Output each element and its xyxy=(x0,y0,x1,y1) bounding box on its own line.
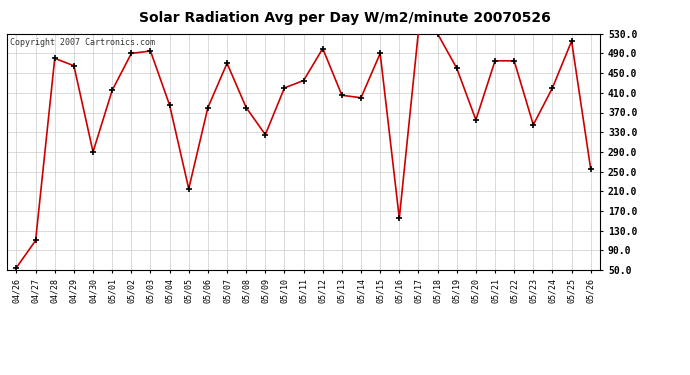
Text: Solar Radiation Avg per Day W/m2/minute 20070526: Solar Radiation Avg per Day W/m2/minute … xyxy=(139,11,551,25)
Text: Copyright 2007 Cartronics.com: Copyright 2007 Cartronics.com xyxy=(10,39,155,48)
